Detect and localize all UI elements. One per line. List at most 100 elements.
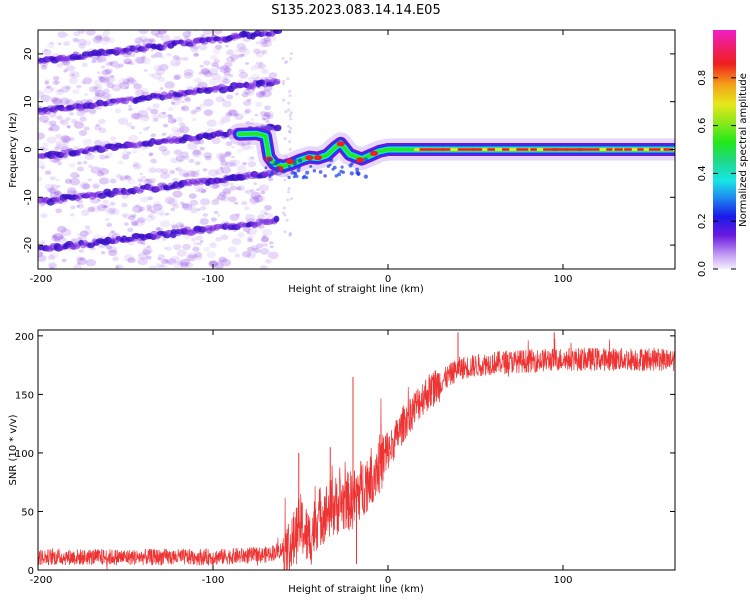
noise-speckle	[287, 190, 291, 194]
noise-speckle	[159, 87, 164, 90]
noise-speckle	[188, 193, 197, 199]
noise-speckle	[255, 51, 265, 58]
noise-speckle	[258, 184, 270, 192]
noise-speckle	[242, 226, 251, 233]
noise-speckle	[217, 260, 222, 264]
noise-speckle	[70, 172, 79, 179]
noise-speckle	[218, 153, 227, 159]
noise-speckle	[92, 182, 101, 189]
noise-speckle	[108, 249, 118, 257]
noise-speckle	[160, 34, 171, 42]
noise-speckle	[136, 217, 146, 224]
noise-speckle	[259, 38, 269, 45]
noise-speckle	[127, 134, 139, 143]
y-tick-label: -20	[23, 237, 34, 253]
noise-speckle	[132, 149, 138, 154]
noise-speckle	[241, 250, 252, 258]
noise-speckle	[247, 246, 255, 253]
noise-speckle	[199, 240, 204, 243]
noise-speckle	[170, 255, 181, 263]
noise-speckle	[57, 42, 62, 46]
noise-speckle	[203, 98, 214, 107]
noise-speckle	[97, 203, 108, 212]
signal-core-red	[606, 148, 613, 151]
noise-speckle	[132, 205, 143, 213]
noise-speckle	[77, 203, 85, 209]
noise-speckle	[63, 40, 71, 47]
noise-speckle	[200, 206, 207, 211]
noise-speckle	[109, 74, 115, 79]
noise-speckle	[49, 176, 56, 181]
noise-speckle	[208, 68, 219, 76]
noise-speckle	[48, 263, 58, 269]
noise-speckle	[180, 105, 190, 112]
noise-speckle	[190, 46, 199, 53]
noise-speckle	[192, 254, 198, 259]
noise-speckle	[223, 66, 232, 73]
noise-speckle	[262, 117, 267, 121]
noise-speckle	[55, 144, 61, 149]
noise-speckle	[195, 255, 203, 261]
noise-speckle	[159, 55, 165, 59]
noise-speckle	[110, 208, 120, 216]
y-tick-label: 100	[15, 449, 34, 460]
noise-speckle	[43, 119, 50, 125]
noise-speckle	[176, 127, 185, 133]
noise-speckle	[60, 135, 71, 143]
noise-speckle	[247, 235, 254, 240]
noise-speckle	[81, 183, 91, 190]
noise-speckle	[72, 89, 80, 95]
noise-speckle	[66, 125, 72, 129]
noise-speckle	[169, 59, 181, 67]
noise-speckle	[100, 251, 106, 255]
noise-speckle	[247, 161, 257, 168]
noise-speckle	[103, 88, 110, 94]
noise-speckle	[44, 183, 55, 191]
noise-speckle	[182, 31, 192, 38]
noise-speckle	[154, 51, 163, 58]
noise-speckle	[247, 228, 257, 236]
colorbar-tick-label: 0.4	[697, 165, 708, 181]
signal-hotspot	[336, 141, 345, 147]
noise-speckle	[63, 137, 69, 141]
noise-speckle	[117, 160, 124, 165]
noise-speckle	[83, 40, 92, 46]
noise-speckle	[111, 84, 122, 92]
noise-speckle	[231, 159, 241, 166]
noise-speckle	[38, 132, 46, 140]
noise-speckle	[208, 78, 218, 86]
noise-speckle	[193, 53, 199, 58]
noise-speckle	[241, 201, 248, 206]
noise-speckle	[106, 82, 115, 89]
noise-speckle	[185, 254, 195, 262]
noise-speckle	[138, 240, 143, 245]
signal-speck	[349, 171, 354, 176]
noise-speckle	[229, 213, 240, 221]
noise-speckle	[55, 178, 60, 182]
noise-speckle	[42, 64, 47, 67]
noise-speckle	[141, 242, 146, 246]
noise-speckle	[187, 252, 197, 259]
noise-speckle	[157, 30, 168, 35]
noise-speckle	[243, 89, 252, 95]
y-tick-label: 150	[15, 390, 34, 401]
noise-speckle	[79, 116, 87, 122]
signal-core-red	[429, 148, 444, 151]
noise-speckle	[150, 48, 155, 52]
noise-speckle	[123, 213, 133, 220]
noise-speckle	[99, 154, 107, 160]
noise-speckle	[155, 167, 163, 173]
noise-speckle	[189, 207, 198, 214]
noise-speckle	[259, 61, 264, 65]
harmonic-band-mark	[272, 78, 281, 85]
noise-speckle	[261, 89, 272, 98]
noise-speckle	[200, 189, 207, 194]
noise-speckle	[159, 212, 165, 217]
noise-speckle	[228, 109, 237, 116]
noise-speckle	[80, 81, 86, 85]
noise-speckle	[182, 243, 191, 250]
noise-speckle	[196, 169, 201, 172]
noise-speckle	[101, 77, 110, 84]
noise-speckle	[203, 70, 213, 78]
noise-speckle	[142, 249, 151, 256]
